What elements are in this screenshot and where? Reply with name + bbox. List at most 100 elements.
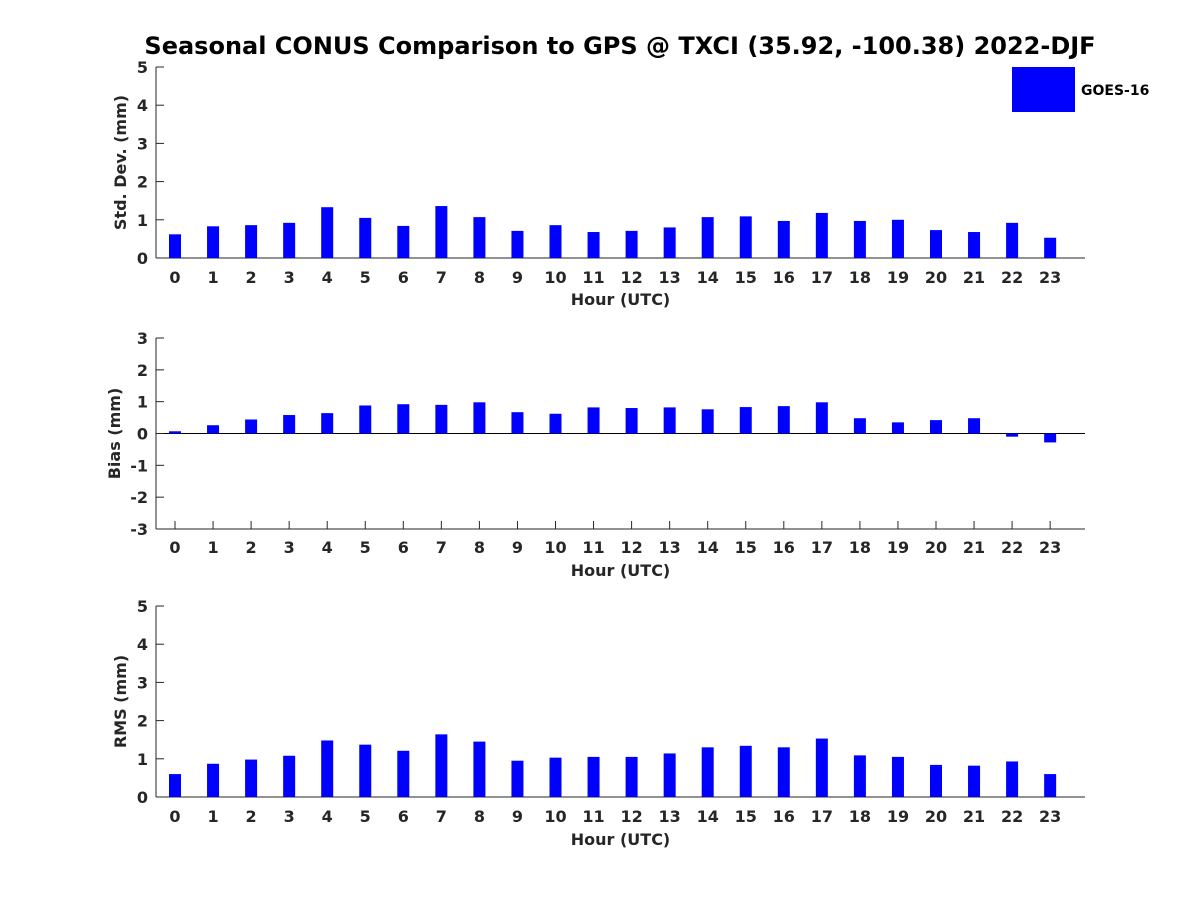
bias-bar-hour-7 [435, 404, 448, 434]
std-dev-bar-hour-5 [359, 217, 372, 258]
bias-bar-hour-14 [701, 409, 714, 434]
std-dev-bar-hour-21 [968, 232, 981, 258]
rms-bar-hour-4 [321, 740, 334, 797]
x-tick-label: 16 [773, 538, 795, 557]
y-axis-label: RMS (mm) [111, 655, 130, 748]
x-tick-label: 15 [735, 268, 757, 287]
bias-bar-hour-12 [625, 408, 638, 434]
x-tick-label: 4 [322, 538, 333, 557]
x-axis-label: Hour (UTC) [571, 830, 671, 849]
x-tick-label: 19 [887, 268, 909, 287]
x-tick-label: 23 [1039, 538, 1061, 557]
x-tick-label: 1 [207, 268, 218, 287]
bias-bar-hour-23 [1044, 433, 1057, 443]
x-tick-label: 2 [246, 807, 257, 826]
x-tick-label: 10 [544, 807, 566, 826]
x-tick-label: 2 [246, 268, 257, 287]
x-tick-label: 17 [811, 538, 833, 557]
std-dev-bar-hour-10 [549, 225, 562, 258]
x-tick-label: 20 [925, 807, 947, 826]
y-tick-label: 0 [137, 249, 148, 268]
std-dev-bar-hour-20 [930, 230, 942, 258]
x-tick-label: 2 [246, 538, 257, 557]
x-tick-label: 20 [925, 538, 947, 557]
std-dev-bar-hour-2 [245, 225, 258, 258]
x-tick-label: 3 [284, 268, 295, 287]
x-tick-label: 3 [284, 807, 295, 826]
y-tick-label: 4 [137, 96, 148, 115]
bias-bar-hour-17 [815, 402, 828, 434]
bias-bar-hour-20 [930, 420, 942, 434]
y-tick-label: 2 [137, 361, 148, 380]
rms-bar-hour-11 [587, 756, 600, 797]
x-tick-label: 8 [474, 268, 485, 287]
x-axis-label: Hour (UTC) [571, 561, 671, 580]
rms-bar-hour-15 [739, 745, 752, 797]
bias-bar-hour-1 [207, 425, 220, 434]
x-tick-label: 0 [169, 538, 180, 557]
y-tick-label: 2 [137, 173, 148, 192]
x-tick-label: 10 [544, 538, 566, 557]
y-tick-label: 2 [137, 712, 148, 731]
y-tick-label: 4 [137, 635, 148, 654]
x-tick-label: 15 [735, 538, 757, 557]
y-tick-label: 0 [137, 425, 148, 444]
x-tick-label: 9 [512, 538, 523, 557]
bias-bar-hour-11 [587, 407, 600, 434]
std-dev-bar-hour-7 [435, 206, 448, 258]
y-tick-label: -1 [130, 456, 148, 475]
x-tick-label: 1 [207, 538, 218, 557]
x-tick-label: 20 [925, 268, 947, 287]
std-dev-bar-hour-6 [397, 225, 410, 258]
x-tick-label: 18 [849, 538, 871, 557]
std-dev-bar-hour-13 [663, 227, 676, 258]
x-tick-label: 15 [735, 807, 757, 826]
x-tick-label: 11 [582, 807, 604, 826]
rms-bar-hour-8 [473, 741, 486, 797]
rms-bar-hour-2 [245, 759, 258, 797]
bias-bar-hour-15 [739, 407, 752, 434]
bias-bar-hour-18 [853, 418, 866, 434]
rms-bar-hour-19 [891, 756, 904, 797]
std-dev-bar-hour-19 [891, 219, 904, 258]
bias-bar-hour-13 [663, 407, 676, 434]
x-tick-label: 7 [436, 538, 447, 557]
rms-bar-hour-3 [283, 755, 296, 797]
x-axis-label: Hour (UTC) [571, 290, 671, 309]
x-tick-label: 18 [849, 268, 871, 287]
legend: GOES-16 [1012, 67, 1149, 112]
x-tick-label: 16 [773, 807, 795, 826]
bias-bar-hour-19 [891, 422, 904, 434]
y-tick-label: 1 [137, 393, 148, 412]
x-tick-label: 11 [582, 538, 604, 557]
std-dev-bar-hour-11 [587, 232, 600, 258]
bias-bar-hour-2 [245, 419, 258, 434]
rms-bar-hour-16 [777, 747, 790, 797]
x-tick-label: 7 [436, 807, 447, 826]
std-dev-bar-hour-8 [473, 217, 486, 258]
x-tick-label: 8 [474, 538, 485, 557]
std-dev-bar-hour-17 [815, 212, 828, 258]
rms-bar-hour-7 [435, 734, 448, 797]
x-tick-label: 22 [1001, 807, 1023, 826]
x-tick-label: 11 [582, 268, 604, 287]
bias-bar-hour-5 [359, 405, 372, 434]
y-tick-label: 1 [137, 750, 148, 769]
x-tick-label: 1 [207, 807, 218, 826]
y-tick-label: -3 [130, 520, 148, 539]
rms-bar-hour-10 [549, 757, 562, 797]
std-dev-bar-hour-3 [283, 222, 296, 258]
x-tick-label: 12 [620, 538, 642, 557]
rms-bar-hour-13 [663, 753, 676, 797]
std-dev-bar-hour-18 [853, 220, 866, 258]
y-tick-label: 5 [137, 597, 148, 616]
x-tick-label: 18 [849, 807, 871, 826]
std-dev-bar-hour-12 [625, 230, 638, 258]
std-dev-bar-hour-23 [1044, 237, 1057, 258]
x-tick-label: 13 [659, 807, 681, 826]
std-dev-bar-hour-1 [207, 226, 220, 258]
bias-bar-hour-3 [283, 415, 296, 434]
std-dev-bar-hour-22 [1006, 222, 1019, 258]
